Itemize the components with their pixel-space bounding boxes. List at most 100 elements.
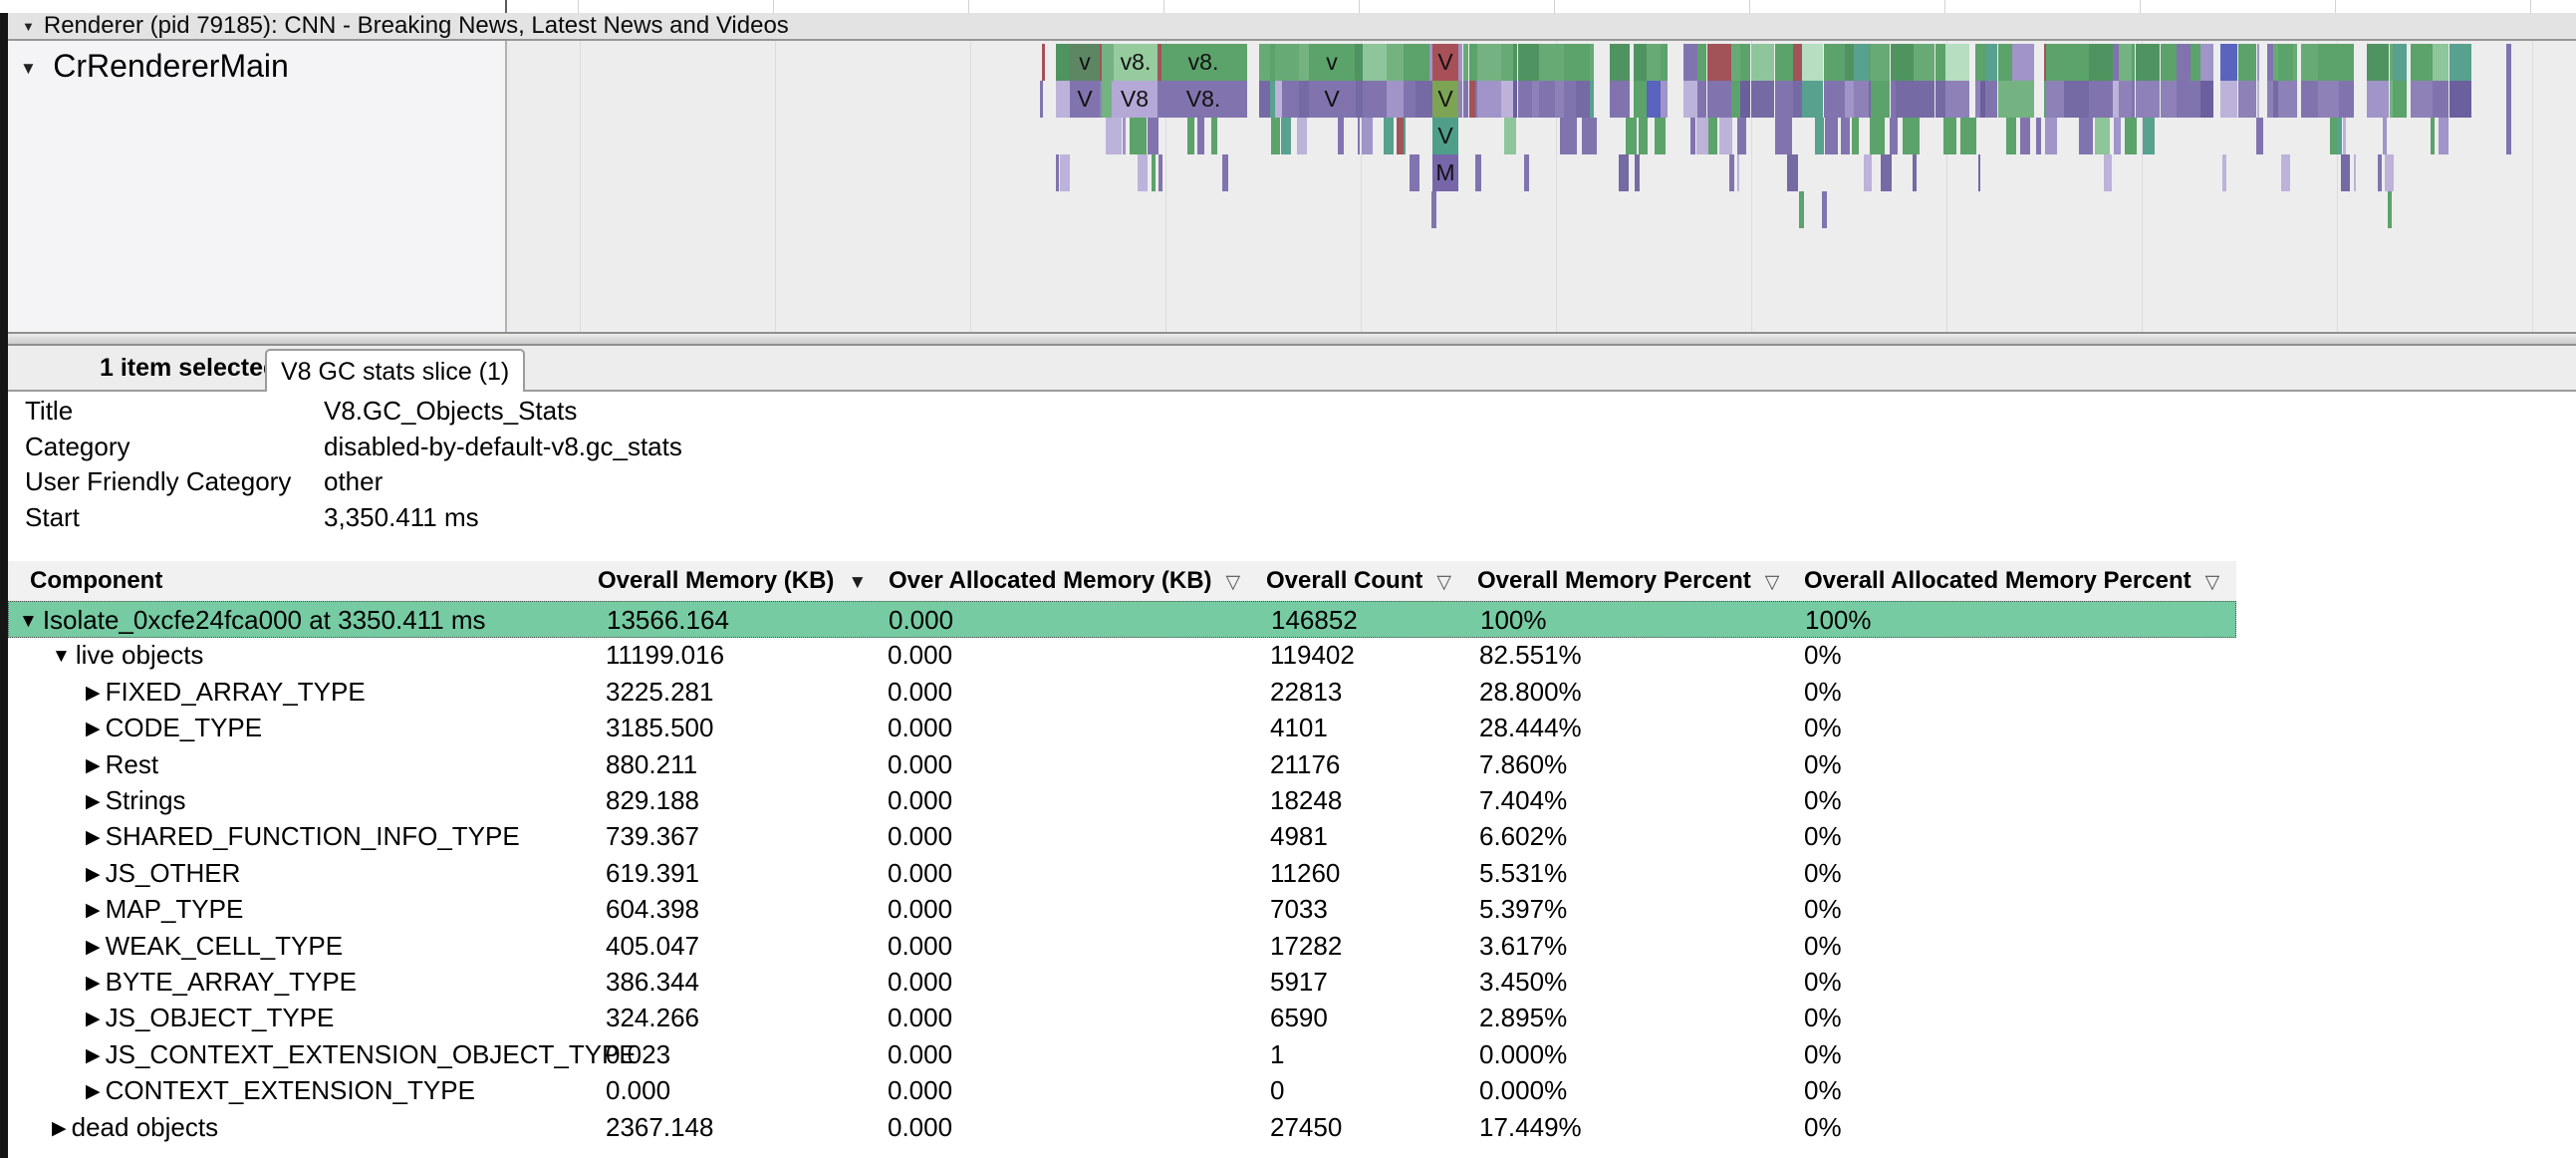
table-row-js_other[interactable]: ▶ JS_OTHER 619.391 0.000 11260 5.531% 0%: [8, 855, 2236, 892]
trace-event-bar[interactable]: [1410, 154, 1420, 191]
trace-event-bar[interactable]: [1475, 44, 1478, 81]
trace-event-bar[interactable]: [1737, 154, 1740, 191]
trace-event-bar[interactable]: [1356, 44, 1364, 81]
trace-event-bar[interactable]: [1463, 81, 1469, 118]
trace-event-bar[interactable]: [1854, 44, 1870, 81]
trace-event-bar[interactable]: [2190, 44, 2200, 81]
trace-event-bar[interactable]: [2382, 118, 2387, 154]
trace-event-bar[interactable]: [1740, 44, 1751, 81]
trace-event-bar[interactable]: [1683, 81, 1698, 118]
trace-event-bar[interactable]: [1845, 44, 1855, 81]
trace-event-bar[interactable]: [2448, 81, 2471, 118]
trace-event-bar[interactable]: [1275, 44, 1282, 81]
trace-event-bar[interactable]: [1699, 44, 1707, 81]
trace-slice-v[interactable]: V: [1432, 81, 1458, 118]
table-row-js_context_extension_object_type[interactable]: ▶ JS_CONTEXT_EXTENSION_OBJECT_TYPE 0.023 0.…: [8, 1036, 2236, 1073]
sort-arrow-icon[interactable]: ▽: [1436, 572, 1451, 593]
trace-event-bar[interactable]: [1387, 81, 1405, 118]
column-header-overall-memory-kb-[interactable]: Overall Memory (KB) ▼: [598, 561, 867, 601]
trace-event-bar[interactable]: [1979, 81, 1985, 118]
trace-event-bar[interactable]: [1945, 44, 1970, 81]
trace-event-bar[interactable]: [2267, 81, 2273, 118]
trace-event-bar[interactable]: [2432, 81, 2448, 118]
column-header-component[interactable]: Component: [30, 561, 162, 601]
trace-event-bar[interactable]: [2044, 44, 2046, 81]
trace-event-bar[interactable]: [1463, 44, 1469, 81]
tab-v8-gc-stats-slice[interactable]: V8 GC stats slice (1): [265, 349, 526, 394]
tree-collapsed-icon[interactable]: ▶: [86, 936, 101, 958]
trace-event-bar[interactable]: [1881, 154, 1893, 191]
table-row-strings[interactable]: ▶ Strings 829.188 0.000 18248 7.404% 0%: [8, 782, 2236, 819]
trace-event-bar[interactable]: [2220, 44, 2238, 81]
trace-event-bar[interactable]: [1984, 81, 1997, 118]
trace-event-bar[interactable]: [1187, 118, 1195, 154]
trace-event-bar[interactable]: [1718, 118, 1732, 154]
trace-event-bar[interactable]: [1576, 44, 1591, 81]
trace-event-bar[interactable]: [2064, 81, 2089, 118]
trace-event-bar[interactable]: [1786, 154, 1798, 191]
trace-event-bar[interactable]: [2280, 154, 2290, 191]
trace-event-bar[interactable]: [1871, 44, 1891, 81]
trace-event-bar[interactable]: [1959, 118, 1976, 154]
trace-event-bar[interactable]: [2044, 118, 2057, 154]
trace-event-bar[interactable]: [1824, 118, 1838, 154]
trace-event-bar[interactable]: [2113, 81, 2119, 118]
trace-event-bar[interactable]: [1891, 44, 1897, 81]
trace-event-bar[interactable]: [1513, 81, 1518, 118]
trace-slice-v[interactable]: V: [1432, 118, 1458, 154]
trace-event-bar[interactable]: [1997, 81, 2012, 118]
trace-event-bar[interactable]: [1501, 44, 1514, 81]
trace-event-bar[interactable]: [2387, 191, 2392, 228]
trace-event-bar[interactable]: [1869, 81, 1872, 118]
sort-arrow-icon[interactable]: ▽: [1225, 572, 1241, 593]
trace-event-bar[interactable]: [1560, 118, 1578, 154]
trace-event-bar[interactable]: [1697, 44, 1700, 81]
trace-event-bar[interactable]: [1775, 81, 1794, 118]
trace-event-bar[interactable]: [1259, 81, 1270, 118]
trace-event-bar[interactable]: [1222, 154, 1229, 191]
trace-event-bar[interactable]: [1802, 44, 1824, 81]
trace-event-bar[interactable]: [2354, 154, 2357, 191]
trace-event-bar[interactable]: [1731, 81, 1741, 118]
trace-event-bar[interactable]: [1914, 81, 1935, 118]
column-header-over-allocated-memory-kb-[interactable]: Over Allocated Memory (KB) ▽: [889, 561, 1240, 601]
trace-event-bar[interactable]: [1660, 44, 1668, 81]
trace-event-bar[interactable]: [2390, 44, 2394, 81]
trace-event-bar[interactable]: [1211, 118, 1218, 154]
trace-slice-m[interactable]: M: [1432, 154, 1458, 191]
trace-event-bar[interactable]: [2177, 44, 2190, 81]
trace-event-bar[interactable]: [1456, 44, 1463, 81]
trace-event-bar[interactable]: [1564, 44, 1577, 81]
tree-collapsed-icon[interactable]: ▶: [86, 973, 101, 994]
trace-event-bar[interactable]: [2136, 81, 2160, 118]
trace-event-bar[interactable]: [2393, 44, 2408, 81]
trace-event-bar[interactable]: [2119, 44, 2132, 81]
tree-collapsed-icon[interactable]: ▶: [86, 791, 101, 812]
trace-event-bar[interactable]: [1155, 44, 1165, 81]
trace-event-bar[interactable]: [2019, 118, 2030, 154]
trace-event-bar[interactable]: [1416, 81, 1430, 118]
trace-event-bar[interactable]: [2301, 81, 2319, 118]
trace-event-bar[interactable]: [2119, 81, 2132, 118]
trace-event-bar[interactable]: [1799, 191, 1805, 228]
trace-event-bar[interactable]: [1914, 44, 1935, 81]
trace-event-bar[interactable]: [2431, 118, 2436, 154]
trace-slice-v8[interactable]: V8.: [1161, 81, 1245, 118]
trace-event-bar[interactable]: [2329, 118, 2337, 154]
trace-event-bar[interactable]: [2221, 154, 2226, 191]
trace-event-bar[interactable]: [1635, 154, 1641, 191]
trace-event-bar[interactable]: [1275, 81, 1282, 118]
trace-event-bar[interactable]: [1997, 44, 2012, 81]
trace-event-bar[interactable]: [1259, 44, 1270, 81]
trace-event-bar[interactable]: [1903, 118, 1921, 154]
trace-event-bar[interactable]: [1751, 81, 1775, 118]
trace-event-bar[interactable]: [1555, 81, 1565, 118]
trace-event-bar[interactable]: [2132, 44, 2135, 81]
trace-event-bar[interactable]: [1824, 44, 1846, 81]
collapse-arrow-icon[interactable]: ▼: [22, 18, 35, 34]
tree-collapsed-icon[interactable]: ▶: [86, 719, 101, 740]
trace-event-bar[interactable]: [1282, 44, 1299, 81]
trace-event-bar[interactable]: [1618, 154, 1629, 191]
trace-event-bar[interactable]: [1555, 44, 1565, 81]
sort-arrow-icon[interactable]: ▽: [1764, 572, 1780, 593]
